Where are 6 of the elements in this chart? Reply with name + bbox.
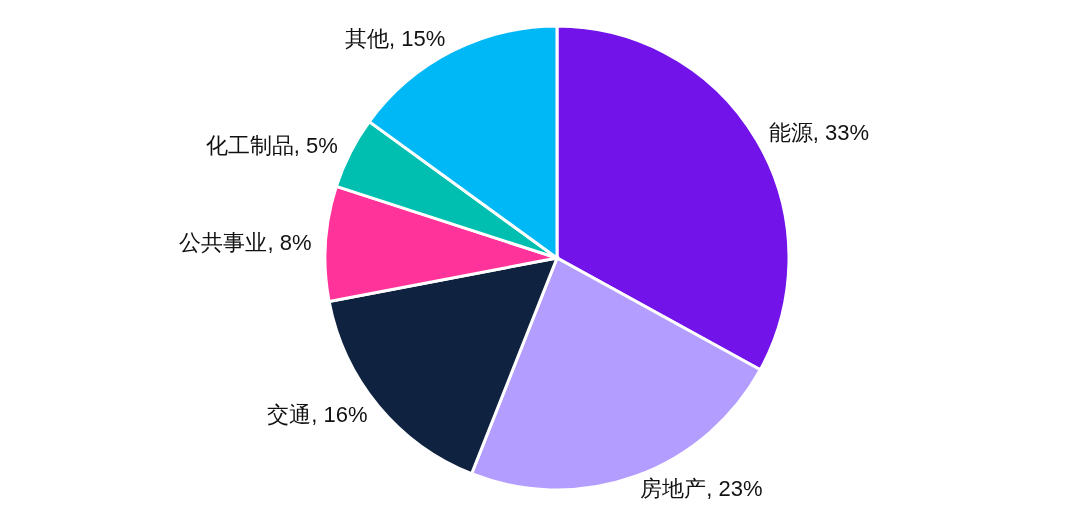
slice-label: 交通, 16% — [267, 401, 368, 427]
slice-label: 公共事业, 8% — [179, 229, 312, 255]
slice-label: 化工制品, 5% — [205, 133, 338, 159]
slice-label: 能源, 33% — [768, 119, 870, 145]
slice-label: 房地产, 23% — [640, 476, 763, 502]
slice-label: 其他, 15% — [345, 25, 446, 51]
